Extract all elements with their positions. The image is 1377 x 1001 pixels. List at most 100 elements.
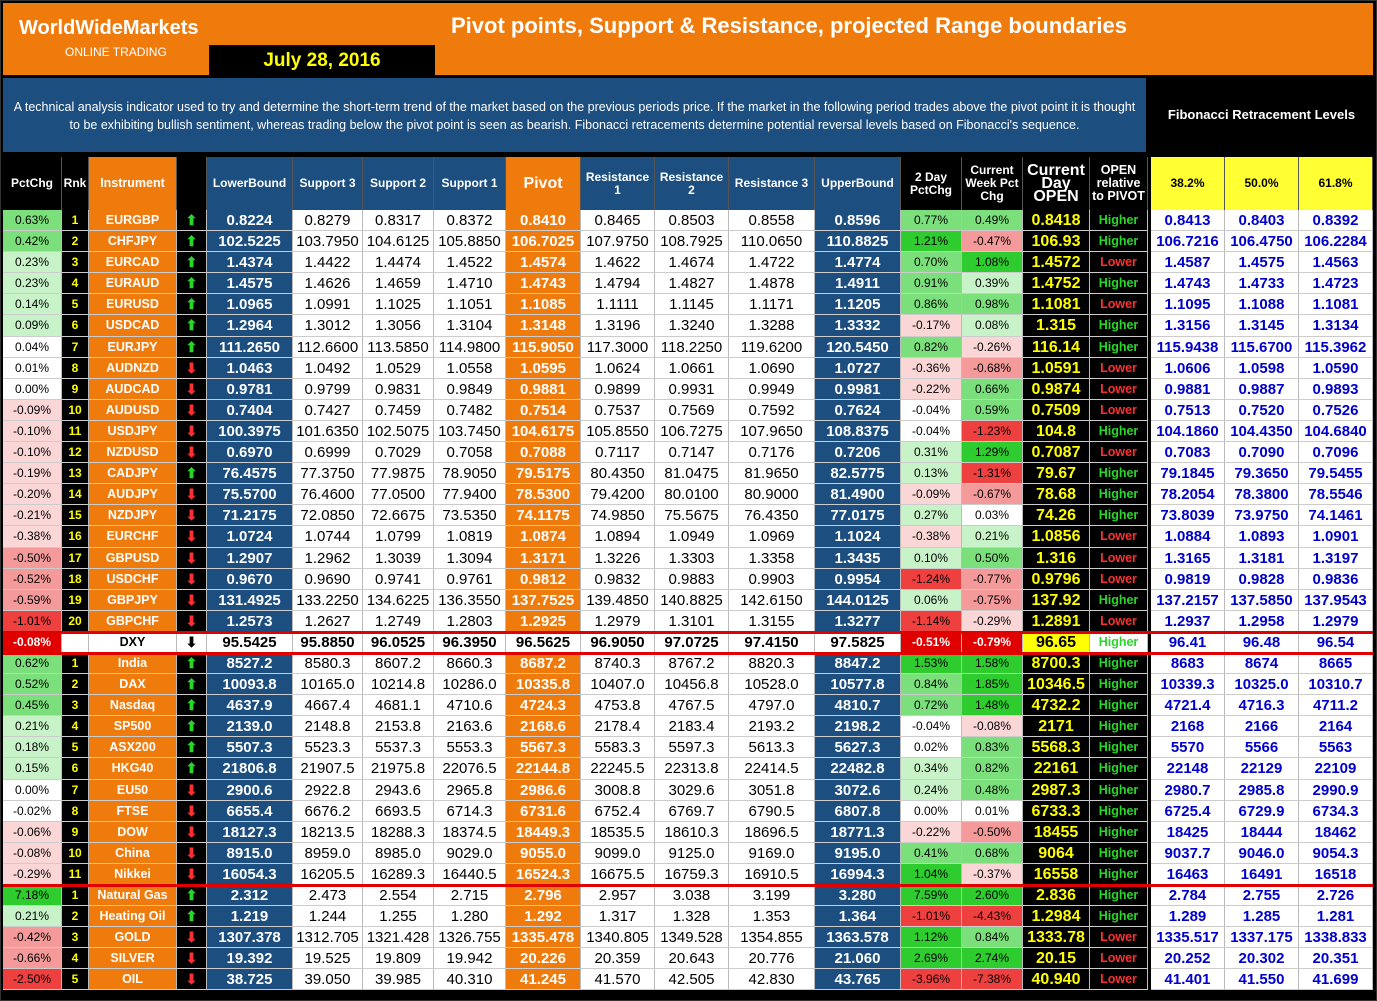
cell-support-1: 10286.0 (434, 674, 506, 696)
cell-resistance-1: 1.1111 (581, 294, 655, 316)
cell-day-open: 22161 (1023, 758, 1090, 780)
cell-rank: 14 (62, 484, 89, 506)
cell-open-vs-pivot: Higher (1090, 779, 1148, 801)
cell-resistance-3: 1.3155 (729, 610, 815, 632)
cell-fib-500: 0.9828 (1225, 568, 1299, 590)
cell-two-day-pctchg: -0.04% (901, 420, 962, 443)
cell-fib-618: 1.0901 (1299, 526, 1373, 548)
cell-day-open: 20.15 (1023, 948, 1090, 970)
cell-lower-bound: 19.392 (207, 948, 293, 970)
cell-support-2: 21975.8 (363, 758, 434, 780)
cell-rank: 7 (62, 336, 89, 358)
cell-resistance-2: 3.038 (655, 885, 729, 907)
cell-pctchg: -0.50% (3, 547, 62, 569)
table-row: 0.09% 6 USDCAD ⬆ 1.2964 1.3012 1.3056 1.3104 1.3… (3, 315, 1373, 337)
cell-resistance-1: 1.0624 (581, 357, 655, 379)
cell-support-1: 8660.3 (434, 652, 506, 675)
cell-fib-382: 1.289 (1151, 906, 1225, 928)
cell-resistance-2: 106.7275 (655, 420, 729, 443)
cell-open-vs-pivot: Higher (1090, 631, 1148, 653)
cell-resistance-1: 74.9850 (581, 505, 655, 527)
table-row: -0.02% 8 FTSE ⬇ 6655.4 6676.2 6693.5 6714.3 6731… (3, 800, 1373, 822)
cell-rank: 4 (62, 948, 89, 970)
cell-rank: 17 (62, 547, 89, 569)
cell-resistance-2: 1.3240 (655, 315, 729, 337)
cell-support-1: 2965.8 (434, 779, 506, 801)
cell-open-vs-pivot: Lower (1090, 357, 1148, 379)
cell-two-day-pctchg: 0.06% (901, 589, 962, 611)
arrow-up-icon: ⬆ (177, 315, 207, 337)
cell-resistance-2: 118.2250 (655, 336, 729, 358)
cell-rank: 3 (62, 927, 89, 949)
cell-pivot: 0.7514 (506, 399, 581, 421)
cell-fib-382: 1.3156 (1151, 315, 1225, 337)
cell-two-day-pctchg: -0.38% (901, 526, 962, 548)
cell-resistance-1: 139.4850 (581, 589, 655, 611)
cell-resistance-1: 20.359 (581, 948, 655, 970)
cell-resistance-3: 97.4150 (729, 631, 815, 653)
cell-fib-500: 78.3800 (1225, 484, 1299, 506)
cell-upper-bound: 0.8596 (815, 210, 901, 232)
cell-support-2: 0.7459 (363, 399, 434, 421)
cell-pctchg: 0.21% (3, 906, 62, 928)
cell-pivot: 41.245 (506, 969, 581, 991)
cell-instrument: Natural Gas (89, 885, 177, 907)
cell-lower-bound: 4637.9 (207, 695, 293, 717)
cell-support-3: 0.9799 (293, 378, 363, 400)
cell-resistance-3: 0.9949 (729, 378, 815, 400)
cell-resistance-2: 3029.6 (655, 779, 729, 801)
cell-pivot: 2986.6 (506, 779, 581, 801)
cell-week-pctchg: 0.82% (962, 758, 1023, 780)
cell-fib-382: 137.2157 (1151, 589, 1225, 611)
cell-support-2: 134.6225 (363, 589, 434, 611)
cell-support-3: 8959.0 (293, 842, 363, 864)
cell-resistance-2: 5597.3 (655, 737, 729, 759)
cell-lower-bound: 8915.0 (207, 842, 293, 864)
cell-rank (62, 631, 89, 653)
cell-fib-618: 104.6840 (1299, 420, 1373, 443)
cell-resistance-1: 2.957 (581, 885, 655, 907)
cell-open-vs-pivot: Lower (1090, 610, 1148, 632)
cell-rank: 6 (62, 758, 89, 780)
cell-two-day-pctchg: -0.17% (901, 315, 962, 337)
cell-fib-382: 1.4743 (1151, 273, 1225, 295)
cell-rank: 11 (62, 863, 89, 885)
cell-two-day-pctchg: -1.14% (901, 610, 962, 632)
cell-upper-bound: 21.060 (815, 948, 901, 970)
cell-two-day-pctchg: 0.84% (901, 674, 962, 696)
cell-resistance-3: 107.9650 (729, 420, 815, 443)
cell-pctchg: 0.01% (3, 357, 62, 379)
cell-fib-618: 18462 (1299, 821, 1373, 843)
cell-rank: 6 (62, 315, 89, 337)
cell-week-pctchg: -0.47% (962, 231, 1023, 253)
cell-open-vs-pivot: Lower (1090, 294, 1148, 316)
cell-support-3: 1.244 (293, 906, 363, 928)
cell-week-pctchg: 0.08% (962, 315, 1023, 337)
cell-two-day-pctchg: -1.24% (901, 568, 962, 590)
cell-support-2: 102.5075 (363, 420, 434, 443)
cell-day-open: 79.67 (1023, 463, 1090, 485)
cell-resistance-2: 9125.0 (655, 842, 729, 864)
cell-resistance-3: 80.9000 (729, 484, 815, 506)
cell-pivot: 20.226 (506, 948, 581, 970)
cell-day-open: 1.1081 (1023, 294, 1090, 316)
cell-resistance-3: 10528.0 (729, 674, 815, 696)
cell-fib-382: 1.2937 (1151, 610, 1225, 632)
cell-fib-618: 1.2979 (1299, 610, 1373, 632)
cell-instrument: China (89, 842, 177, 864)
cell-support-1: 1.3104 (434, 315, 506, 337)
cell-fib-500: 16491 (1225, 863, 1299, 885)
cell-pivot: 16524.3 (506, 863, 581, 885)
cell-upper-bound: 1.0727 (815, 357, 901, 379)
cell-instrument: USDJPY (89, 420, 177, 443)
cell-resistance-2: 81.0475 (655, 463, 729, 485)
cell-rank: 4 (62, 716, 89, 738)
cell-rank: 5 (62, 737, 89, 759)
cell-two-day-pctchg: -0.22% (901, 821, 962, 843)
cell-lower-bound: 1.219 (207, 906, 293, 928)
cell-resistance-1: 16675.5 (581, 863, 655, 885)
cell-support-2: 0.9831 (363, 378, 434, 400)
cell-day-open: 104.8 (1023, 420, 1090, 443)
cell-upper-bound: 1363.578 (815, 927, 901, 949)
cell-fib-382: 6725.4 (1151, 800, 1225, 822)
